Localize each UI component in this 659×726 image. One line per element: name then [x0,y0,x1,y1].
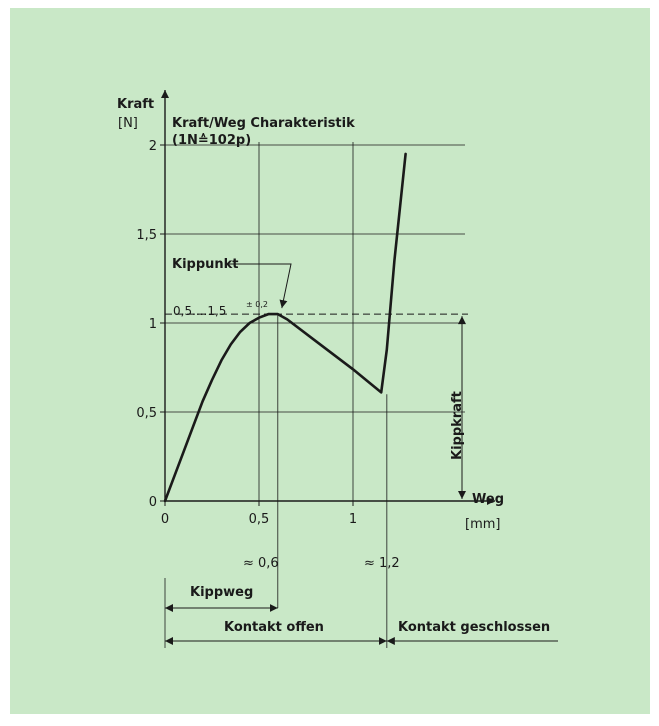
chart-subtitle: (1N≙102p) [172,133,251,148]
kippunkt-tolerance-label: ± 0,2 [246,300,268,309]
y-tick-label: 0,5 [136,406,157,421]
kippunkt-leader [225,263,292,309]
x-axis-unit: [mm] [465,517,500,532]
y-axis-unit: [N] [118,116,138,131]
y-axis-title: Kraft [117,97,154,112]
grid-lines [165,142,465,501]
y-tick-label: 1 [149,317,157,332]
approx-kipp-label: ≈ 0,6 [243,556,279,571]
kippunkt-label: Kippunkt [172,257,239,272]
y-tick-label: 1,5 [136,228,157,243]
x-tick-label: 0 [161,512,169,527]
chart-title: Kraft/Weg Charakteristik [172,116,355,131]
kippkraft-label: Kippkraft [450,391,465,460]
kontakt-geschlossen-label: Kontakt geschlossen [398,620,550,635]
series [163,152,407,503]
x-tick-label: 0,5 [249,512,270,527]
approx-kontakt-label: ≈ 1,2 [364,556,400,571]
x-axis-title: Weg [472,492,504,507]
kraft-weg-curve [163,152,407,503]
kippweg-label: Kippweg [190,585,253,600]
kraft-weg-chart: 0 0,5 1 1,5 2 0 0,5 1 Kraft [N] Kraft/Weg Chara… [117,90,558,648]
y-tick-label: 2 [149,139,157,154]
axes [161,90,495,505]
annotations [164,263,558,648]
y-tick-label: 0 [149,495,157,510]
chart-panel: 0 0,5 1 1,5 2 0 0,5 1 Kraft [N] Kraft/Weg Chara… [10,8,650,714]
tick-labels: 0 0,5 1 1,5 2 0 0,5 1 [136,139,357,527]
x-tick-label: 1 [349,512,357,527]
kontakt-offen-label: Kontakt offen [224,620,324,635]
kippunkt-range-label: 0,5....1,5 [173,304,226,318]
